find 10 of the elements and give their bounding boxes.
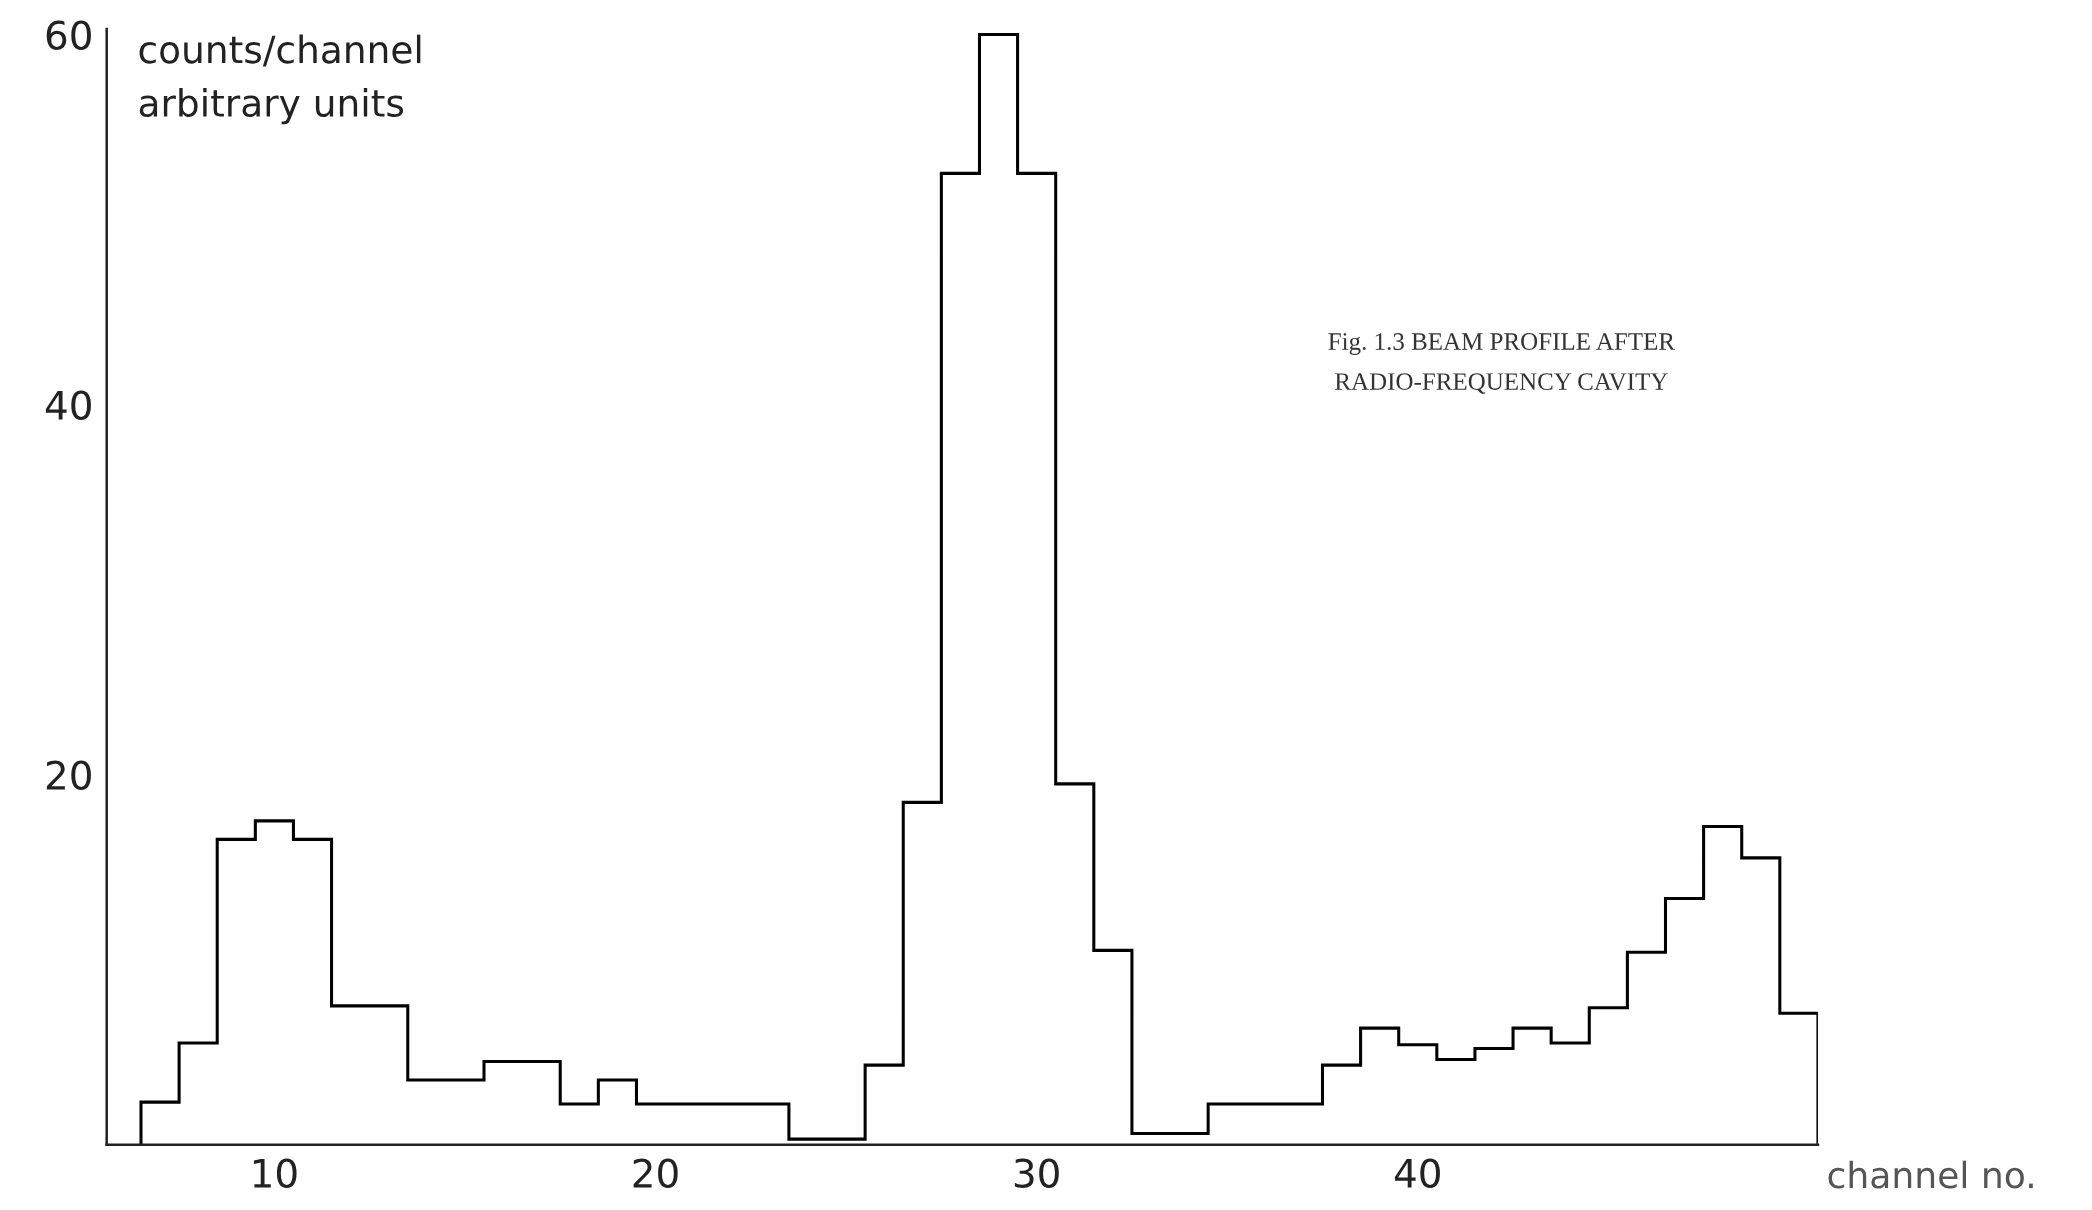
y-tick-label: 40	[45, 390, 91, 420]
y-tick-label: 20	[46, 760, 91, 790]
x-axis-title: channel no.	[1828, 1160, 2033, 1189]
x-tick-label: 10	[253, 1158, 297, 1188]
x-tick-label: 20	[633, 1158, 678, 1188]
annotation: Fig. 1.3 BEAM PROFILE AFTER RADIO-FREQUENCY CAVITY	[1328, 333, 1675, 394]
x-tick-label: 30	[1014, 1158, 1059, 1188]
y-axis-title: counts/channel arbitrary units	[139, 34, 421, 125]
y-tick-label: 60	[46, 20, 91, 50]
x-tick-label: 40	[1394, 1158, 1440, 1188]
